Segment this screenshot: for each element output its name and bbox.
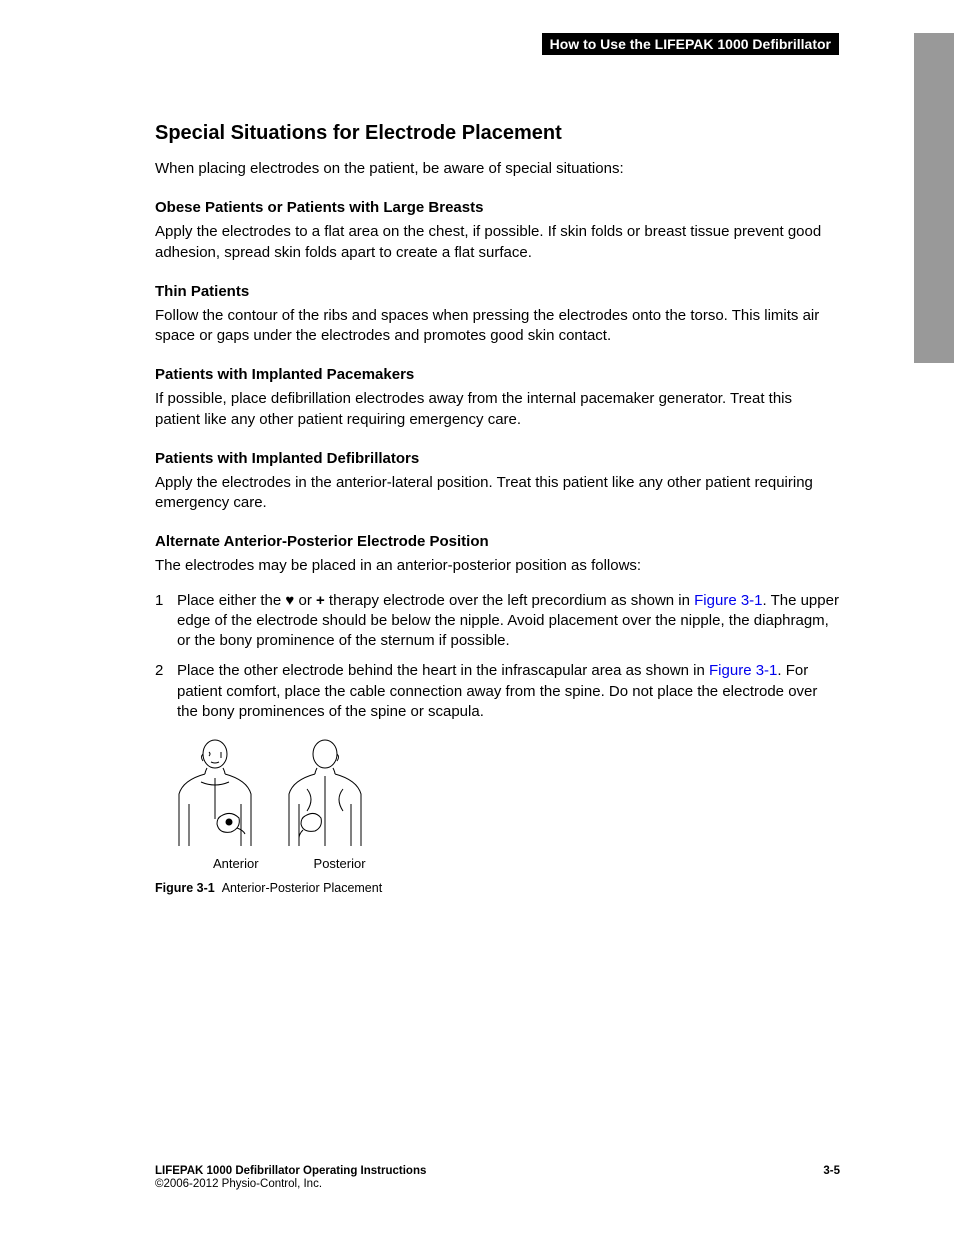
page-number: 3-5 xyxy=(823,1165,840,1177)
step-item: 1 Place either the ♥ or + therapy electr… xyxy=(155,591,840,652)
subheading: Alternate Anterior-Posterior Electrode P… xyxy=(155,533,840,550)
plus-symbol: + xyxy=(316,592,325,609)
step-body: Place the other electrode behind the hea… xyxy=(177,661,840,722)
footer-title: LIFEPAK 1000 Defibrillator Operating Ins… xyxy=(155,1165,426,1177)
figure-labels: Anterior Posterior xyxy=(155,856,840,871)
paragraph: Apply the electrodes in the anterior-lat… xyxy=(155,473,840,514)
page-content: Special Situations for Electrode Placeme… xyxy=(155,122,840,905)
figure-caption: Figure 3-1 Anterior-Posterior Placement xyxy=(155,881,840,895)
text: therapy electrode over the left precordi… xyxy=(325,592,694,609)
subheading: Thin Patients xyxy=(155,283,840,300)
subheading: Obese Patients or Patients with Large Br… xyxy=(155,199,840,216)
step-item: 2 Place the other electrode behind the h… xyxy=(155,661,840,722)
figure-caption-text: Anterior-Posterior Placement xyxy=(222,881,382,895)
figure-reference-link[interactable]: Figure 3-1 xyxy=(694,592,762,609)
subheading: Patients with Implanted Pacemakers xyxy=(155,366,840,383)
heart-icon: ♥ xyxy=(285,592,294,609)
subheading: Patients with Implanted Defibrillators xyxy=(155,450,840,467)
step-number: 2 xyxy=(155,661,177,722)
footer-copyright: ©2006-2012 Physio-Control, Inc. xyxy=(155,1178,840,1190)
paragraph: Follow the contour of the ribs and space… xyxy=(155,306,840,347)
section-title: Special Situations for Electrode Placeme… xyxy=(155,122,840,145)
page-header-bar: How to Use the LIFEPAK 1000 Defibrillato… xyxy=(542,33,839,55)
paragraph: Apply the electrodes to a flat area on t… xyxy=(155,222,840,263)
figure-label-anterior: Anterior xyxy=(213,856,259,871)
text: or xyxy=(294,592,316,609)
paragraph: The electrodes may be placed in an anter… xyxy=(155,556,840,576)
side-tab xyxy=(914,33,954,363)
step-body: Place either the ♥ or + therapy electrod… xyxy=(177,591,840,652)
step-number: 1 xyxy=(155,591,177,652)
anterior-posterior-diagram xyxy=(155,734,395,854)
text: Place the other electrode behind the hea… xyxy=(177,662,709,679)
section-intro: When placing electrodes on the patient, … xyxy=(155,159,840,179)
figure-number: Figure 3-1 xyxy=(155,881,215,895)
figure-label-posterior: Posterior xyxy=(314,856,366,871)
text: Place either the xyxy=(177,592,285,609)
figure-reference-link[interactable]: Figure 3-1 xyxy=(709,662,777,679)
figure: Anterior Posterior Figure 3-1 Anterior-P… xyxy=(155,734,840,895)
paragraph: If possible, place defibrillation electr… xyxy=(155,389,840,430)
page-footer: LIFEPAK 1000 Defibrillator Operating Ins… xyxy=(155,1165,840,1190)
